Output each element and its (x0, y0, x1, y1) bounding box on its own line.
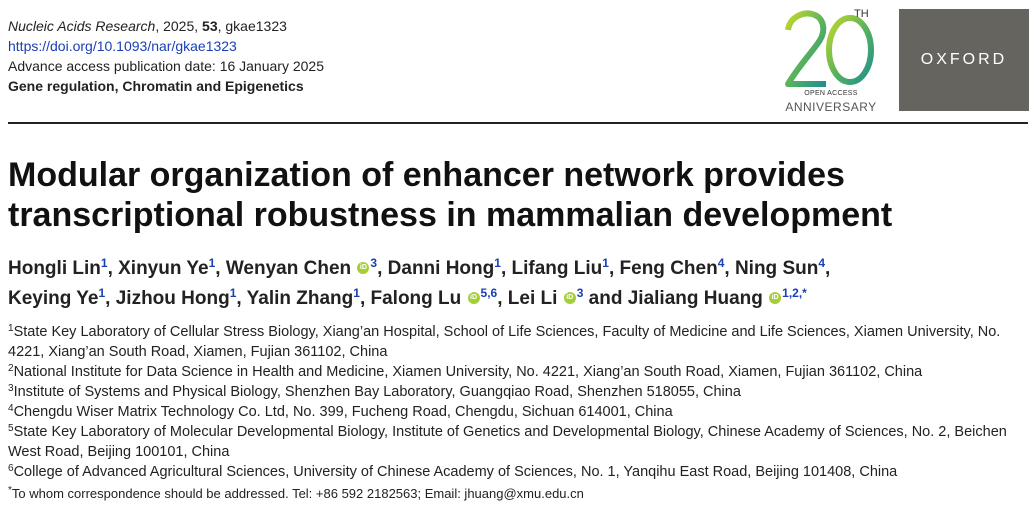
affiliation-text: Institute of Systems and Physical Biolog… (13, 384, 741, 400)
author-separator: , (105, 288, 116, 309)
oxford-logo: OXFORD (899, 9, 1029, 111)
author-separator: , (236, 288, 247, 309)
author-name: Wenyan Chen (225, 258, 352, 279)
author-name: Ning Sun (734, 258, 819, 279)
affiliation-number: 3 (8, 383, 14, 394)
author-affiliation-ref[interactable]: 3 (576, 286, 584, 300)
orcid-icon[interactable]: iD (357, 262, 370, 274)
affiliation-item: 6College of Advanced Agricultural Scienc… (8, 462, 1030, 482)
author-name: Danni Hong (387, 258, 495, 279)
author-name: Jialiang Huang (627, 288, 763, 309)
author-separator: , (500, 258, 512, 279)
author-affiliation-ref[interactable]: 4 (717, 256, 725, 270)
article-id: , gkae1323 (217, 18, 287, 34)
author-separator: and (583, 288, 628, 309)
author-affiliation-ref[interactable]: 3 (370, 256, 378, 270)
author-name: Falong Lu (370, 288, 462, 309)
author-name: Xinyun Ye (118, 258, 209, 279)
author-affiliation-ref[interactable]: 1,2,* (782, 286, 807, 300)
correspondence-note: *To whom correspondence should be addres… (8, 484, 1030, 504)
author-affiliation-ref[interactable]: 1 (98, 286, 106, 300)
author-affiliation-ref[interactable]: 1 (100, 256, 108, 270)
author-name: Yalin Zhang (246, 288, 354, 309)
orcid-icon[interactable]: iD (563, 292, 576, 304)
affiliation-number: 5 (8, 423, 14, 434)
author-name: Feng Chen (619, 258, 718, 279)
affiliation-item: 5State Key Laboratory of Molecular Devel… (8, 422, 1030, 462)
author-separator: , (377, 258, 388, 279)
open-access-20th-logo: TH OPEN ACCESS ANNIVERSARY (782, 8, 878, 116)
publication-date: Advance access publication date: 16 Janu… (8, 58, 324, 74)
journal-citation: Nucleic Acids Research, 2025, 53, gkae13… (8, 16, 324, 36)
journal-volume: 53 (202, 18, 218, 34)
orcid-icon[interactable]: iD (769, 292, 782, 304)
affiliation-number: 1 (8, 323, 14, 334)
author-affiliation-ref[interactable]: 1 (229, 286, 237, 300)
correspondence-text: To whom correspondence should be address… (11, 486, 584, 501)
author-affiliation-ref[interactable]: 5,6 (480, 286, 498, 300)
affiliation-item: 2National Institute for Data Science in … (8, 362, 1030, 382)
author-name: Lifang Liu (511, 258, 603, 279)
author-name: Hongli Lin (8, 258, 101, 279)
affiliation-number: 6 (8, 463, 14, 474)
author-affiliation-ref[interactable]: 1 (494, 256, 501, 270)
journal-year: , 2025, (155, 18, 203, 34)
author-separator: , (359, 288, 371, 309)
author-name: Jizhou Hong (115, 288, 230, 309)
affiliation-item: 1State Key Laboratory of Cellular Stress… (8, 322, 1030, 362)
author-separator: , (724, 258, 735, 279)
author-separator: , (107, 258, 119, 279)
article-header: Nucleic Acids Research, 2025, 53, gkae13… (8, 16, 324, 96)
affiliation-text: Chengdu Wiser Matrix Technology Co. Ltd,… (13, 404, 673, 420)
author-affiliation-ref[interactable]: 1 (208, 256, 216, 270)
author-affiliation-ref[interactable]: 1 (353, 286, 360, 300)
twenty-numeral-icon (785, 10, 874, 87)
affiliation-text: National Institute for Data Science in H… (13, 364, 923, 380)
affiliation-text: State Key Laboratory of Molecular Develo… (8, 424, 1007, 460)
affiliation-item: 4Chengdu Wiser Matrix Technology Co. Ltd… (8, 402, 1030, 422)
journal-name: Nucleic Acids Research (8, 18, 156, 34)
author-affiliation-ref[interactable]: 1 (602, 256, 609, 270)
author-name: Keying Ye (8, 288, 99, 309)
section-label: Gene regulation, Chromatin and Epigeneti… (8, 78, 304, 94)
affiliation-text: College of Advanced Agricultural Science… (13, 464, 898, 480)
author-separator: , (215, 258, 226, 279)
affiliation-number: 4 (8, 403, 14, 414)
publisher-name: OXFORD (920, 51, 1008, 68)
author-separator: , (825, 258, 831, 279)
article-title: Modular organization of enhancer network… (8, 156, 893, 234)
orcid-icon[interactable]: iD (467, 292, 480, 304)
author-list: Hongli Lin1, Xinyun Ye1, Wenyan Chen iD 3… (8, 254, 1028, 314)
author-separator: , (608, 258, 620, 279)
open-access-label: OPEN ACCESS (804, 90, 858, 97)
affiliation-text: State Key Laboratory of Cellular Stress … (8, 324, 1001, 360)
author-separator: , (497, 288, 508, 309)
correspondence-mark: * (8, 485, 12, 496)
affiliation-list: 1State Key Laboratory of Cellular Stress… (8, 322, 1030, 504)
header-divider (8, 122, 1028, 124)
author-affiliation-ref[interactable]: 4 (818, 256, 826, 270)
th-label: TH (854, 8, 869, 20)
author-name: Lei Li (507, 288, 558, 309)
affiliation-number: 2 (8, 363, 14, 374)
affiliation-item: 3Institute of Systems and Physical Biolo… (8, 382, 1030, 402)
doi-link[interactable]: https://doi.org/10.1093/nar/gkae1323 (8, 38, 237, 54)
anniversary-label: ANNIVERSARY (785, 100, 877, 114)
